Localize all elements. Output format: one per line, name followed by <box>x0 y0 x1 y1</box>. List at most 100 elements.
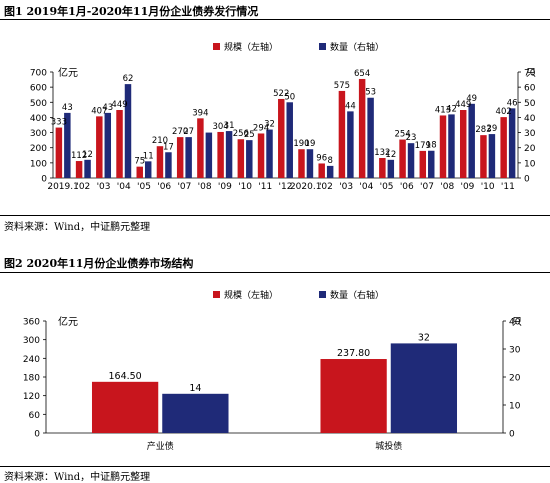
chart1-right-tick-label: 30 <box>524 129 536 139</box>
chart1-bar-scale <box>237 139 245 178</box>
chart2-right-axis-unit: 只 <box>512 317 522 328</box>
chart1-right-tick-label: 50 <box>524 99 536 109</box>
chart1-data-label-count: 53 <box>365 88 376 98</box>
chart1-x-tick-label: '06 <box>157 182 171 192</box>
chart1-bar-count <box>488 134 496 178</box>
chart2-right-tick-label: 30 <box>509 346 521 356</box>
chart1-x-tick-label: '03 <box>97 182 111 192</box>
chart1-bar-count <box>306 149 314 178</box>
chart1-bar-scale <box>298 149 305 178</box>
chart1-x-tick-label: '11 <box>258 182 272 192</box>
chart1-x-tick-label: '07 <box>177 182 191 192</box>
chart1-bar-scale <box>338 90 346 178</box>
chart1-bar-count <box>165 152 172 178</box>
chart2-left-tick-label: 0 <box>34 430 40 440</box>
chart1-data-label-count: 12 <box>82 150 93 160</box>
chart1-data-label-count: 23 <box>406 133 417 143</box>
chart1-legend-label-count: 数量（右轴） <box>330 41 384 53</box>
chart1-bar-count <box>124 84 132 178</box>
chart1-data-label-count: 31 <box>224 121 235 131</box>
chart1-bar-scale <box>217 131 224 178</box>
chart1-data-label-scale: 407 <box>91 106 107 116</box>
chart1-data-label-count: 8 <box>327 156 332 166</box>
chart1-data-label-scale: 394 <box>192 108 208 118</box>
chart1-data-label-scale: 75 <box>134 157 145 167</box>
chart2-right-tick-label: 0 <box>509 430 515 440</box>
chart2-legend-swatch-count <box>319 291 326 298</box>
chart1-data-label-scale: 210 <box>152 136 168 146</box>
figure1-top-rule <box>0 19 550 20</box>
chart1-bar-count <box>326 165 334 178</box>
chart1-data-label-scale: 402 <box>496 107 512 117</box>
chart2-legend-label-count: 数量（右轴） <box>330 289 384 301</box>
chart1-data-label-count: 27 <box>183 127 194 137</box>
chart1-data-label-count: 44 <box>345 101 356 111</box>
chart1-left-tick-label: 100 <box>30 159 47 169</box>
chart1-data-label-count: 49 <box>466 94 477 104</box>
chart1-bar-count <box>407 143 415 178</box>
chart1-right-tick-label: 40 <box>524 114 536 124</box>
chart1-x-tick-label: '04 <box>359 182 373 192</box>
chart1-bar-count <box>387 159 395 178</box>
chart2-right-tick-label: 20 <box>509 374 521 384</box>
chart1-data-label-scale: 449 <box>455 100 471 110</box>
chart1-bar-scale <box>278 98 285 178</box>
chart1-left-axis-unit: 亿元 <box>58 66 78 79</box>
chart1-bar-count <box>104 112 112 178</box>
chart1-x-tick-label: '09 <box>460 182 474 192</box>
chart1-x-tick-label: 2019.1 <box>47 182 79 192</box>
chart1-data-label-count: 43 <box>62 103 73 113</box>
chart1-right-axis-unit: 只 <box>526 68 536 79</box>
chart1-bar-count <box>508 108 516 178</box>
chart1-bar-count <box>64 112 71 178</box>
chart1-bar-scale <box>399 139 406 178</box>
chart2-x-tick-label: 城投债 <box>375 440 402 452</box>
chart1-data-label-scale: 522 <box>273 89 289 99</box>
chart1-bar-scale <box>156 146 164 178</box>
chart1-legend-label-scale: 规模（左轴） <box>224 41 278 53</box>
chart1-bar-scale <box>55 127 63 178</box>
chart2-data-label-scale: 237.80 <box>337 348 370 359</box>
chart1-left-tick-label: 400 <box>30 114 47 124</box>
chart1-bar-scale <box>318 163 325 178</box>
figure2-source: 资料来源：Wind，中证鹏元整理 <box>4 472 151 483</box>
chart1-bar-scale <box>419 150 427 178</box>
chart1-data-label-scale: 270 <box>172 127 188 137</box>
chart1-bar-count <box>185 137 192 178</box>
chart1-x-tick-label: 2020.1 <box>290 182 322 192</box>
chart1-data-label-count: 62 <box>123 74 134 84</box>
chart1-bar-scale <box>75 161 83 178</box>
chart1-legend-swatch-scale <box>213 43 220 50</box>
chart2-legend-label-scale: 规模（左轴） <box>224 289 278 301</box>
chart2-left-axis-unit: 亿元 <box>58 315 78 328</box>
chart1-data-label-count: 18 <box>426 141 437 151</box>
figure1-title: 图1 2019年1月-2020年11月份企业债券发行情况 <box>4 5 259 18</box>
chart2-data-label-scale: 164.50 <box>108 371 141 382</box>
chart1-bar-scale <box>480 135 487 178</box>
chart1-data-label-count: 25 <box>244 130 255 140</box>
chart1-data-label-count: 12 <box>385 150 396 160</box>
chart1-bar-scale <box>459 110 467 178</box>
figure2-title: 图2 2020年11月份企业债券市场结构 <box>4 257 194 270</box>
chart1-x-tick-label: '12 <box>279 182 293 192</box>
chart1-bar-scale <box>116 110 123 178</box>
chart1-bar-scale <box>96 116 103 178</box>
chart1-x-tick-label: '06 <box>400 182 414 192</box>
chart1-data-label-scale: 304 <box>212 122 228 132</box>
figure1-bottom-rule <box>0 215 550 216</box>
chart1-right-tick-label: 10 <box>524 159 536 169</box>
chart1-x-tick-label: '02 <box>76 182 90 192</box>
chart1-data-label-scale: 413 <box>435 105 451 115</box>
chart1-bar-count <box>468 103 475 178</box>
chart1-left-tick-label: 700 <box>30 69 47 79</box>
chart1-right-tick-label: 20 <box>524 144 536 154</box>
chart1-bar-count <box>448 114 455 178</box>
chart1-bar-scale <box>439 115 447 178</box>
chart1-right-tick-label: 0 <box>524 175 530 185</box>
chart1-data-label-count: 32 <box>264 120 275 130</box>
chart1-x-tick-label: '04 <box>117 182 131 192</box>
chart1-data-label-scale: 96 <box>316 153 327 163</box>
chart2-data-label-count: 14 <box>189 383 201 394</box>
chart1-left-tick-label: 200 <box>30 144 47 154</box>
chart2-left-tick-label: 360 <box>23 318 40 328</box>
